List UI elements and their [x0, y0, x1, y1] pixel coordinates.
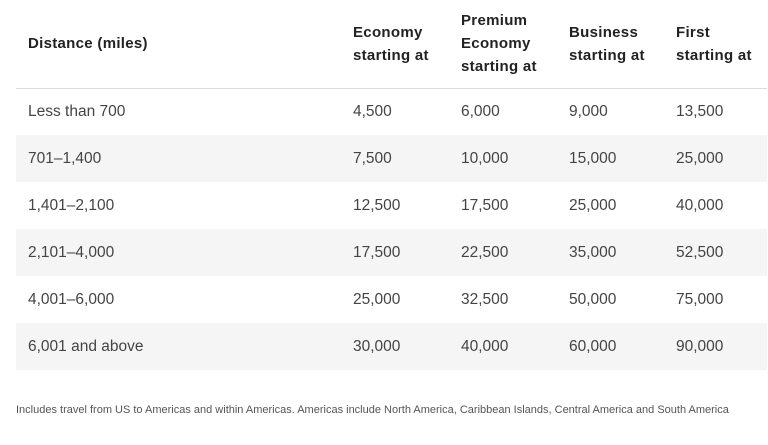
cell-distance: 1,401–2,100: [28, 196, 115, 214]
table-row: 701–1,400 7,500 10,000 15,000 25,000: [16, 135, 767, 182]
cell-economy: 30,000: [341, 323, 449, 370]
cell-premium-economy: 6,000: [461, 102, 500, 120]
cell-economy: 12,500: [353, 196, 401, 214]
cell-first: 25,000: [664, 135, 767, 182]
cell-first: 40,000: [676, 196, 724, 214]
cell-distance: 6,001 and above: [16, 323, 341, 370]
cell-business: 15,000: [557, 135, 664, 182]
table-row: 4,001–6,000 25,000 32,500 50,000 75,000: [16, 276, 767, 323]
cell-premium-economy: 10,000: [449, 135, 557, 182]
cell-premium-economy: 32,500: [461, 290, 509, 308]
footnote: Includes travel from US to Americas and …: [16, 404, 729, 416]
cell-first: 90,000: [664, 323, 767, 370]
cell-economy: 17,500: [341, 229, 449, 276]
cell-first: 13,500: [676, 102, 724, 120]
cell-premium-economy: 22,500: [449, 229, 557, 276]
header-business: Business starting at: [557, 0, 664, 89]
header-economy: Economy starting at: [341, 0, 449, 89]
cell-distance: Less than 700: [28, 102, 126, 120]
cell-premium-economy: 17,500: [461, 196, 509, 214]
cell-distance: 4,001–6,000: [28, 290, 115, 308]
award-chart-table: Distance (miles) Economy starting at Pre…: [16, 0, 767, 370]
cell-distance: 701–1,400: [16, 135, 341, 182]
cell-first: 75,000: [676, 290, 724, 308]
cell-business: 25,000: [569, 196, 617, 214]
table-body: Less than 700 4,500 6,000 9,000 13,500 7…: [16, 88, 767, 370]
header-first: First starting at: [664, 0, 767, 89]
cell-premium-economy: 40,000: [449, 323, 557, 370]
cell-business: 50,000: [569, 290, 617, 308]
cell-business: 60,000: [557, 323, 664, 370]
cell-economy: 4,500: [353, 102, 392, 120]
table-row: 6,001 and above 30,000 40,000 60,000 90,…: [16, 323, 767, 370]
cell-business: 35,000: [557, 229, 664, 276]
table-row: 2,101–4,000 17,500 22,500 35,000 52,500: [16, 229, 767, 276]
header-premium-economy: Premium Economy starting at: [449, 0, 557, 89]
table-header: Distance (miles) Economy starting at Pre…: [16, 0, 767, 89]
table-row: Less than 700 4,500 6,000 9,000 13,500: [16, 88, 767, 135]
cell-business: 9,000: [569, 102, 608, 120]
cell-economy: 25,000: [353, 290, 401, 308]
header-row: Distance (miles) Economy starting at Pre…: [16, 0, 767, 89]
cell-distance: 2,101–4,000: [16, 229, 341, 276]
cell-economy: 7,500: [341, 135, 449, 182]
cell-first: 52,500: [664, 229, 767, 276]
header-distance: Distance (miles): [16, 0, 341, 89]
table-row: 1,401–2,100 12,500 17,500 25,000 40,000: [16, 182, 767, 229]
